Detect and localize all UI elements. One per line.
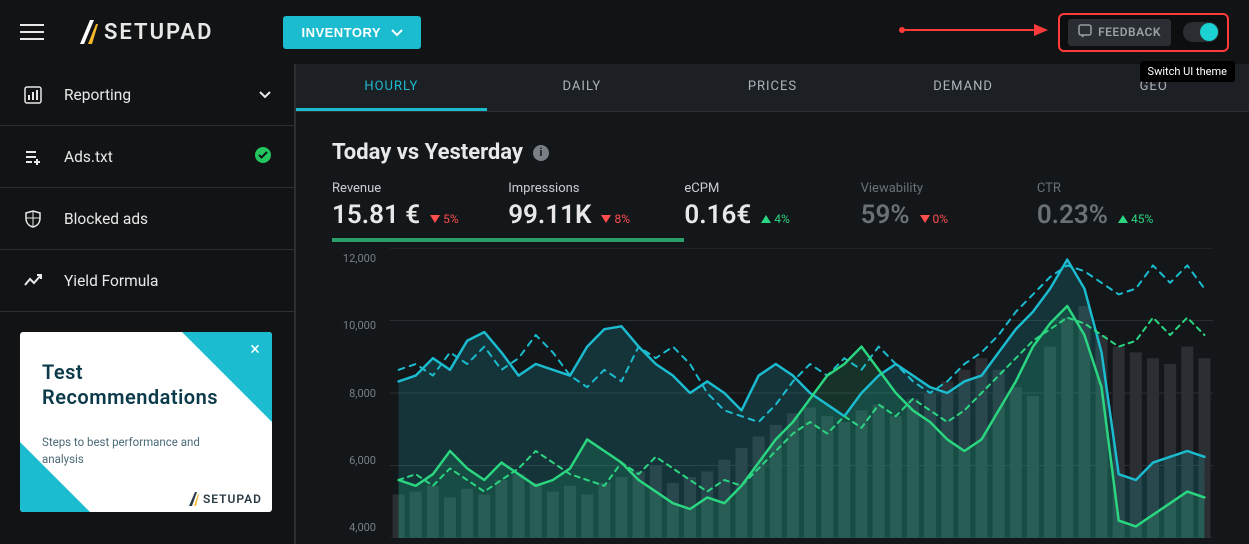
kpi-value: 15.81 € [332, 200, 420, 230]
kpi-ctr[interactable]: CTR 0.23% 45% [1037, 181, 1213, 242]
kpi-impressions[interactable]: Impressions 99.11K 8% [508, 181, 684, 242]
feedback-highlight-box: FEEDBACK Switch UI theme [1058, 13, 1229, 52]
kpi-value: 59% [861, 200, 910, 230]
kpi-value: 0.16€ [684, 200, 751, 230]
chart-ytick: 6,000 [332, 454, 376, 467]
kpi-value: 99.11K [508, 200, 591, 230]
sidebar-item-reporting[interactable]: Reporting [0, 64, 294, 126]
sidebar-item-label: Yield Formula [64, 272, 159, 290]
theme-toggle[interactable] [1183, 22, 1219, 42]
sidebar-item-blocked-ads[interactable]: Blocked ads [0, 188, 294, 250]
chevron-down-icon [258, 86, 272, 104]
kpi-revenue[interactable]: Revenue 15.81 € 5% [332, 181, 508, 242]
tab-daily[interactable]: DAILY [487, 64, 678, 111]
theme-toggle-tooltip: Switch UI theme [1140, 61, 1235, 82]
promo-close-button[interactable]: × [244, 338, 266, 360]
kpi-row: Revenue 15.81 € 5% Impressions 99.11K 8% eCP… [332, 181, 1213, 242]
promo-brand: SETUPAD [189, 492, 262, 506]
promo-subtitle: Steps to best performance and analysis [42, 434, 222, 469]
kpi-viewability[interactable]: Viewability 59% 0% [861, 181, 1037, 242]
sidebar: Reporting Ads.txt Blocked ads Yield Formula… [0, 64, 296, 544]
brand-logo[interactable]: SETUPAD [80, 20, 213, 45]
feedback-button[interactable]: FEEDBACK [1068, 19, 1171, 46]
chart-ytick: 12,000 [332, 252, 376, 265]
chart-ytick: 4,000 [332, 521, 376, 534]
feedback-icon [1078, 24, 1092, 41]
sidebar-item-label: Blocked ads [64, 210, 148, 228]
kpi-delta: 4% [761, 212, 790, 226]
chevron-down-icon [391, 25, 403, 40]
main-panel: HOURLYDAILYPRICESDEMANDGEO Today vs Yest… [296, 64, 1249, 544]
feedback-label: FEEDBACK [1098, 25, 1161, 39]
kpi-ecpm[interactable]: eCPM 0.16€ 4% [684, 181, 860, 242]
promo-card[interactable]: × Test Recommendations Steps to best per… [20, 332, 272, 512]
tab-hourly[interactable]: HOURLY [296, 64, 487, 111]
chart-ytick: 10,000 [332, 319, 376, 332]
inventory-label: INVENTORY [301, 25, 381, 40]
annotation-arrow-icon [898, 20, 1048, 44]
hamburger-menu-button[interactable] [20, 20, 44, 44]
tab-demand[interactable]: DEMAND [868, 64, 1059, 111]
info-icon[interactable]: i [533, 145, 549, 161]
kpi-label: CTR [1037, 181, 1213, 196]
kpi-label: Impressions [508, 181, 684, 196]
brand-name: SETUPAD [104, 20, 213, 45]
promo-title-line1: Test [42, 360, 83, 384]
sidebar-item-label: Reporting [64, 86, 131, 104]
section-title: Today vs Yesterday [332, 140, 523, 165]
list-plus-icon [22, 148, 44, 166]
tab-prices[interactable]: PRICES [677, 64, 868, 111]
sidebar-item-label: Ads.txt [64, 148, 113, 166]
inventory-dropdown-button[interactable]: INVENTORY [283, 16, 421, 49]
trend-icon [22, 272, 44, 290]
promo-title-line2: Recommendations [42, 385, 218, 409]
chart: 12,000 10,000 8,000 6,000 4,000 [332, 248, 1213, 538]
kpi-delta: 5% [430, 212, 459, 226]
report-tabs: HOURLYDAILYPRICESDEMANDGEO [296, 64, 1249, 112]
bar-chart-icon [22, 86, 44, 104]
kpi-delta: 8% [601, 212, 630, 226]
kpi-label: eCPM [684, 181, 860, 196]
kpi-label: Revenue [332, 181, 508, 196]
check-icon [254, 146, 272, 168]
chart-ytick: 8,000 [332, 387, 376, 400]
kpi-delta: 45% [1118, 212, 1153, 226]
shield-icon [22, 210, 44, 228]
sidebar-item-ads-txt[interactable]: Ads.txt [0, 126, 294, 188]
topbar: SETUPAD INVENTORY FEEDBACK Switch UI the… [0, 0, 1249, 64]
sidebar-item-yield-formula[interactable]: Yield Formula [0, 250, 294, 312]
kpi-delta: 0% [920, 212, 949, 226]
kpi-value: 0.23% [1037, 200, 1108, 230]
kpi-label: Viewability [861, 181, 1037, 196]
logo-mark-icon [80, 20, 98, 44]
